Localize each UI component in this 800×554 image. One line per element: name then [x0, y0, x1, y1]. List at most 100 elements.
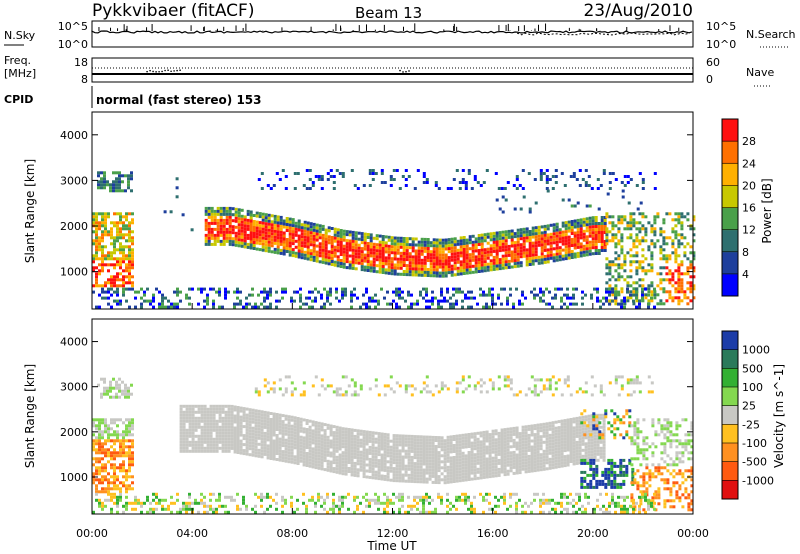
power-cell: [573, 234, 577, 238]
freq-dot: [399, 69, 401, 72]
power-cell: [561, 257, 565, 261]
power-cell: [275, 290, 278, 294]
power-cell: [519, 264, 523, 268]
velocity-cell: [251, 450, 255, 454]
velocity-cell: [248, 435, 252, 439]
velocity-cell: [392, 455, 396, 459]
velocity-cell: [194, 419, 198, 423]
power-cell: [629, 275, 633, 279]
power-cell: [546, 239, 550, 243]
power-cell: [419, 293, 422, 297]
velocity-cell: [455, 455, 459, 459]
velocity-cell: [512, 459, 516, 463]
power-cell: [203, 287, 206, 291]
velocity-cell: [248, 411, 252, 415]
power-cell: [528, 207, 532, 211]
power-cell: [339, 247, 343, 250]
power-cell: [531, 247, 535, 251]
velocity-cell: [428, 459, 432, 463]
velocity-cell: [467, 460, 471, 463]
velocity-cell: [467, 457, 471, 460]
velocity-cell: [197, 425, 201, 429]
power-cell: [248, 293, 251, 297]
power-cell: [431, 299, 434, 303]
power-cell: [477, 264, 481, 267]
power-cell: [300, 256, 304, 260]
power-cell: [425, 287, 428, 291]
power-cell: [98, 236, 101, 240]
power-cell: [285, 226, 289, 229]
power-cell: [627, 201, 631, 205]
power-cell: [594, 228, 598, 231]
power-cell: [107, 278, 110, 282]
power-cell: [629, 263, 633, 267]
velocity-cell: [383, 450, 387, 454]
power-cell: [228, 212, 232, 216]
power-cell: [266, 296, 269, 300]
power-cell: [369, 239, 373, 243]
velocity-cell: [182, 416, 186, 420]
power-cell: [561, 239, 565, 243]
velocity-cell: [227, 419, 231, 423]
power-cell: [330, 263, 334, 266]
power-cell: [342, 262, 346, 266]
power-cell: [528, 230, 532, 233]
power-cell: [506, 296, 509, 300]
velocity-cell: [308, 464, 312, 468]
velocity-cell: [109, 386, 112, 390]
power-cell: [119, 266, 122, 270]
power-cell: [350, 293, 353, 297]
velocity-cell: [314, 427, 318, 431]
velocity-cell: [188, 422, 192, 426]
power-cell: [270, 232, 274, 236]
velocity-cell: [527, 469, 531, 473]
power-cell: [534, 247, 538, 251]
velocity-cell: [404, 452, 408, 456]
velocity-cell: [296, 432, 300, 435]
power-cell: [128, 221, 131, 225]
power-cell: [579, 248, 583, 252]
velocity-cell: [236, 409, 240, 412]
power-cell: [357, 249, 361, 253]
velocity-cell: [437, 481, 441, 485]
power-cell: [116, 293, 119, 297]
power-cell: [282, 219, 286, 223]
power-cell: [435, 250, 439, 254]
velocity-cell: [248, 423, 252, 427]
velocity-cell: [227, 425, 231, 429]
velocity-cell: [350, 464, 354, 468]
velocity-cell: [230, 410, 234, 414]
power-cell: [429, 268, 433, 272]
power-cell: [225, 230, 229, 234]
power-cell: [294, 224, 298, 228]
velocity-cell: [359, 462, 363, 466]
power-cell: [659, 287, 663, 291]
velocity-cell: [485, 430, 489, 434]
power-cell: [600, 216, 604, 219]
velocity-cell: [365, 442, 369, 446]
power-cell: [312, 225, 316, 229]
power-cell: [360, 256, 364, 260]
velocity-cell: [179, 437, 183, 441]
power-cell: [549, 256, 553, 260]
power-cell: [113, 224, 116, 228]
velocity-cell: [353, 452, 357, 456]
velocity-cell: [326, 426, 330, 430]
velocity-cell: [431, 447, 435, 451]
power-cell: [210, 233, 214, 237]
velocity-cell: [389, 463, 393, 467]
power-cell: [683, 236, 687, 240]
velocity-cell: [521, 431, 525, 435]
power-cell: [498, 231, 502, 235]
power-cell: [515, 187, 519, 190]
power-cell: [492, 249, 496, 253]
power-cell: [143, 290, 146, 294]
power-cell: [540, 237, 544, 241]
velocity-cell: [260, 446, 264, 450]
velocity-cell: [206, 437, 210, 441]
power-cell: [363, 253, 367, 257]
velocity-cell: [503, 378, 507, 382]
power-cell: [489, 253, 493, 257]
velocity-cell: [263, 384, 267, 388]
velocity-cell: [389, 466, 393, 470]
